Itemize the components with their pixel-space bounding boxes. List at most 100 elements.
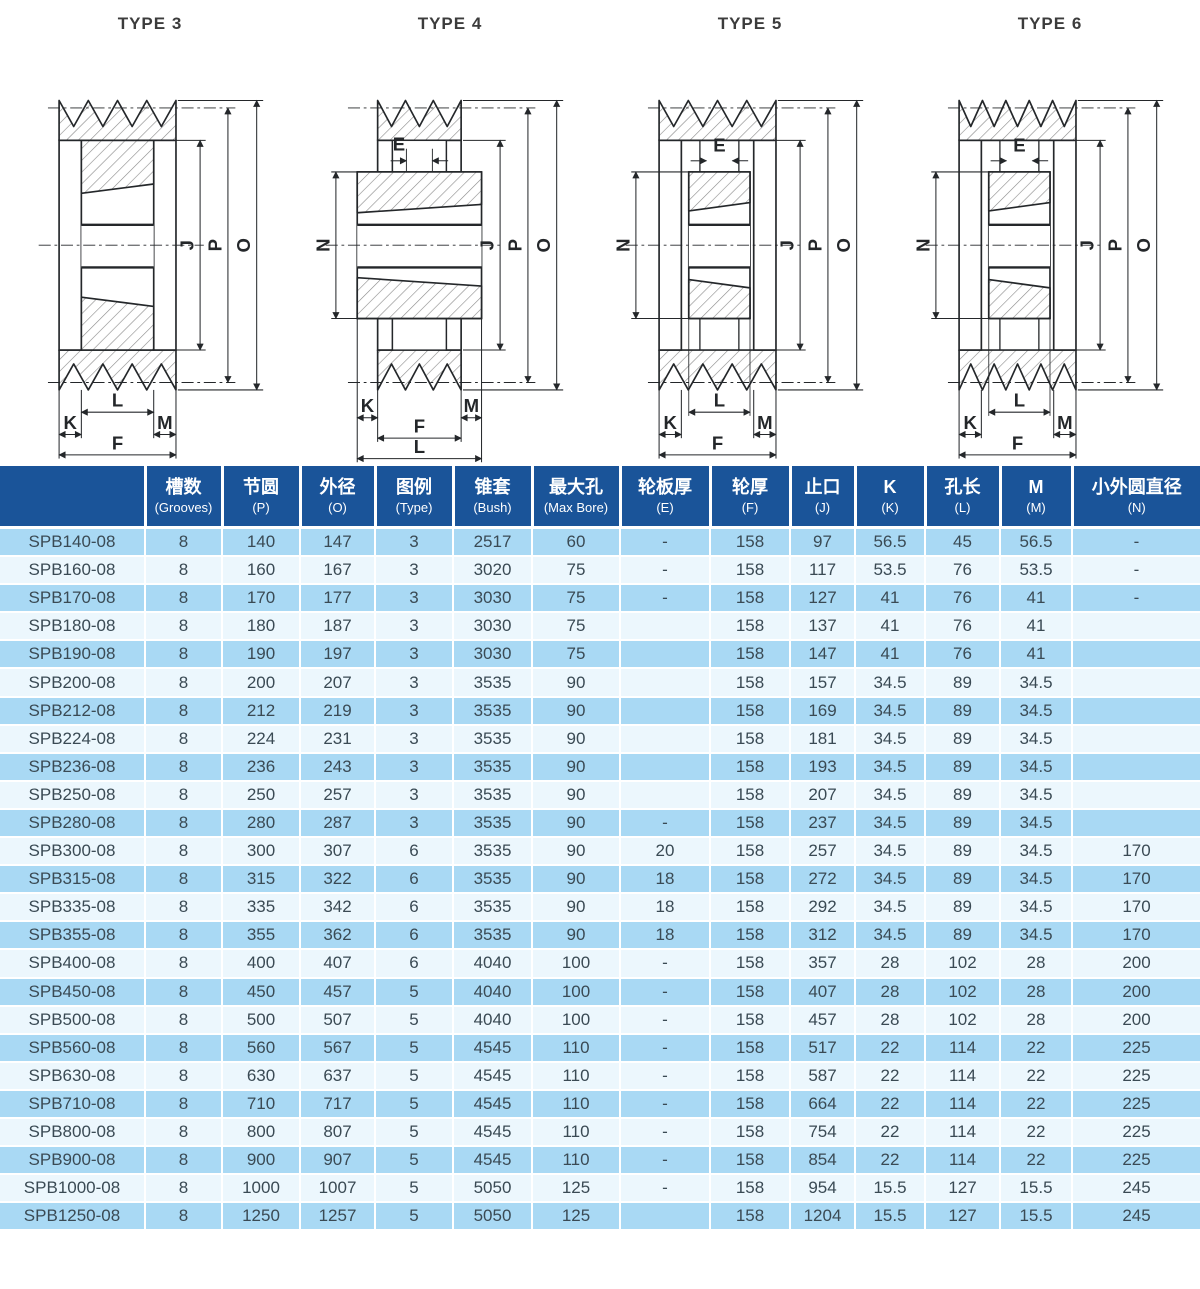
pulley-cross-section: J P O L K M F	[38, 99, 264, 459]
pulley-cross-section: J P O N E L K M F	[912, 99, 1164, 459]
dim-label-F: F	[1012, 432, 1023, 453]
value-cell: 6	[374, 892, 454, 923]
dim-label-O: O	[1133, 238, 1154, 252]
value-cell: 567	[299, 1032, 376, 1063]
table-row: SPB335-08 8 335 342 6 3535 90 18 158 292 34.5 89 34.…	[0, 892, 1200, 923]
table-row: SPB400-08 8 400 407 6 4040 100-158 357 28 102 28 20…	[0, 948, 1200, 979]
table-row: SPB630-08 8 630 637 5 4545 110-158 587 22 114 22 22…	[0, 1060, 1200, 1091]
column-header: 轮板厚 (E)	[618, 466, 712, 529]
value-cell	[619, 695, 711, 726]
dim-label-F: F	[414, 416, 425, 437]
dim-label-K: K	[64, 412, 78, 433]
value-cell: 169	[789, 695, 856, 726]
value-cell: 158	[709, 1116, 791, 1148]
value-cell: 3	[374, 723, 454, 754]
value-cell: 170	[1071, 864, 1200, 895]
value-cell: 158	[709, 1145, 791, 1176]
value-cell: 225	[1071, 1088, 1200, 1119]
value-cell: 5	[374, 1060, 454, 1091]
value-cell: 22	[999, 1116, 1073, 1148]
value-cell: 8	[144, 807, 223, 839]
model-cell: SPB300-08	[0, 836, 146, 867]
value-cell: 1250	[221, 1201, 301, 1230]
table-row: SPB212-08 8 212 219 3 3535 90 158 169 34.5 89 34.5	[0, 695, 1200, 726]
value-cell: 4545	[452, 1088, 533, 1119]
value-cell: 4040	[452, 1004, 533, 1035]
value-cell: 3535	[452, 836, 533, 867]
value-cell: 4545	[452, 1116, 533, 1148]
value-cell: 34.5	[854, 695, 926, 726]
dim-label-L: L	[1014, 390, 1025, 411]
value-cell: 114	[924, 1060, 1001, 1091]
table-row: SPB200-08 8 200 207 3 3535 90 158 157 34.5 89 34.5	[0, 667, 1200, 698]
column-header: 节圆 (P)	[220, 466, 302, 529]
column-header: 槽数 (Grooves)	[143, 466, 224, 529]
value-cell: 407	[299, 948, 376, 979]
value-cell: 8	[144, 1116, 223, 1148]
value-cell: 8	[144, 1201, 223, 1230]
column-header: 止口 (J)	[788, 466, 857, 529]
value-cell: 5	[374, 1004, 454, 1035]
value-cell: 8	[144, 667, 223, 698]
dim-label-M: M	[157, 412, 172, 433]
model-cell: SPB236-08	[0, 751, 146, 782]
value-cell: -	[619, 1060, 711, 1091]
model-cell: SPB1000-08	[0, 1173, 146, 1204]
value-cell: 110	[531, 1060, 621, 1091]
model-cell: SPB315-08	[0, 864, 146, 895]
value-cell: 90	[531, 779, 621, 810]
dim-label-M: M	[757, 412, 772, 433]
dim-label-K: K	[964, 412, 978, 433]
value-cell: 170	[1071, 920, 1200, 951]
value-cell: 167	[299, 555, 376, 586]
value-cell: -	[619, 807, 711, 839]
value-cell: 357	[789, 948, 856, 979]
value-cell: 457	[299, 976, 376, 1007]
value-cell: 41	[854, 611, 926, 642]
value-cell: 45	[924, 526, 1001, 558]
value-cell	[619, 751, 711, 782]
table-row: SPB1000-08 8 1000 1007 5 5050 125-158 954 15.5 12…	[0, 1173, 1200, 1204]
value-cell: 34.5	[999, 779, 1073, 810]
value-cell: 158	[709, 948, 791, 979]
value-cell: -	[1071, 555, 1200, 586]
value-cell: 100	[531, 948, 621, 979]
column-header: K (K)	[853, 466, 927, 529]
value-cell: 6	[374, 836, 454, 867]
value-cell: 3	[374, 526, 454, 558]
value-cell: 114	[924, 1088, 1001, 1119]
value-cell: 245	[1071, 1201, 1200, 1230]
value-cell: 15.5	[854, 1173, 926, 1204]
value-cell: 41	[999, 583, 1073, 614]
value-cell: 3535	[452, 667, 533, 698]
value-cell: 158	[709, 779, 791, 810]
value-cell: 193	[789, 751, 856, 782]
model-cell: SPB190-08	[0, 639, 146, 670]
value-cell: 8	[144, 1173, 223, 1204]
value-cell: 125	[531, 1201, 621, 1230]
value-cell: 507	[299, 1004, 376, 1035]
value-cell: 200	[1071, 948, 1200, 979]
value-cell: 8	[144, 611, 223, 642]
value-cell	[1071, 695, 1200, 726]
value-cell: 257	[789, 836, 856, 867]
value-cell: 237	[789, 807, 856, 839]
model-cell: SPB630-08	[0, 1060, 146, 1091]
value-cell: 4545	[452, 1145, 533, 1176]
value-cell: 355	[221, 920, 301, 951]
value-cell: 8	[144, 1145, 223, 1176]
value-cell: 3	[374, 695, 454, 726]
value-cell: 15.5	[999, 1173, 1073, 1204]
value-cell: 34.5	[999, 864, 1073, 895]
value-cell: 243	[299, 751, 376, 782]
value-cell: 76	[924, 639, 1001, 670]
value-cell: 28	[999, 976, 1073, 1007]
value-cell: 637	[299, 1060, 376, 1091]
table-row: SPB170-08 8 170 177 3 3030 75-158 127 41 76 41-	[0, 583, 1200, 614]
value-cell: 900	[221, 1145, 301, 1176]
spec-table: 槽数 (Grooves) 节圆 (P) 外径 (O) 图例 (Type) 锥套 (Bush) 最大孔…	[0, 466, 1200, 1230]
value-cell: 335	[221, 892, 301, 923]
value-cell: -	[619, 948, 711, 979]
column-header: 小外圆直径 (N)	[1070, 466, 1200, 529]
